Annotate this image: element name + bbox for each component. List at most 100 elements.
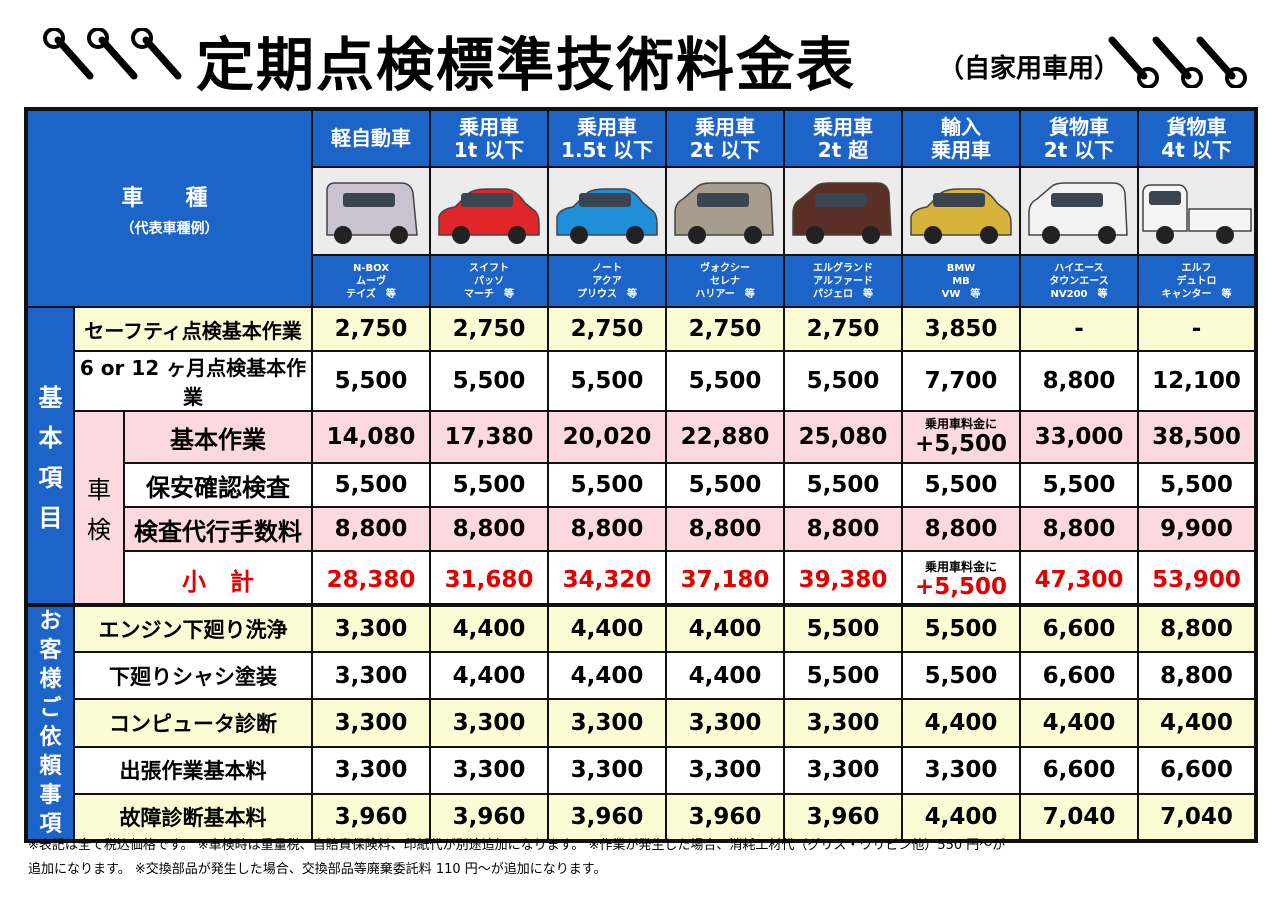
subtotal-note-cell: 乗用車料金に +5,500 [901,550,1022,610]
row-label: コンピュータ診断 [73,698,313,748]
price-cell: 3,300 [429,745,549,795]
car-image [547,166,668,256]
price-cell: 8,800 [429,506,550,552]
price-cell: 8,800 [311,506,432,552]
model-examples: N-BOX ムーヴ テイズ 等 [311,254,432,308]
table-row: 検査代行手数料 8,800 8,800 8,800 8,800 8,800 8,… [26,506,1258,552]
row-label: 基本作業 [122,410,314,464]
table-row: 保安確認検査 5,500 5,500 5,500 5,500 5,500 5,5… [26,462,1258,508]
price-cell: 22,880 [665,410,786,464]
row-label: 検査代行手数料 [122,506,314,552]
price-cell: 5,500 [547,350,668,412]
car-image [665,166,786,256]
price-cell: 4,400 [665,603,785,654]
price-cell: 5,500 [665,462,786,508]
price-cell: 4,400 [547,651,667,701]
price-cell: 6,600 [1137,745,1257,795]
price-cell: 5,500 [901,462,1022,508]
price-cell: 8,800 [547,506,668,552]
col-header: 乗用車 1t 以下 [429,108,550,168]
title-bar: 定期点検標準技術料金表 （自家用車用） [0,0,1280,100]
price-cell: 3,300 [311,745,431,795]
price-cell: 3,960 [665,792,785,843]
price-cell: 3,300 [547,745,667,795]
row-label: 故障診断基本料 [73,792,313,843]
price-cell: 33,000 [1019,410,1140,464]
subtotal-row: 小 計 28,380 31,680 34,320 37,180 39,380 乗… [26,550,1258,610]
price-cell: 5,500 [311,350,432,412]
price-cell: 4,400 [429,603,549,654]
price-cell: 5,500 [1137,462,1258,508]
subtotal-label: 小 計 [122,550,314,610]
model-examples: エルフ デュトロ キャンター 等 [1137,254,1258,308]
price-cell: 6,600 [1019,651,1139,701]
price-cell: 6,600 [1019,745,1139,795]
price-cell: 17,380 [429,410,550,464]
model-examples-row: N-BOX ムーヴ テイズ 等 スイフト パッソ マーチ 等 ノート アクア プリウス 等 … [26,254,1258,308]
car-image-row [26,166,1258,256]
price-cell: 5,500 [901,603,1021,654]
price-cell: 3,300 [665,698,785,748]
price-cell: 8,800 [1137,603,1257,654]
row-label: 保安確認検査 [122,462,314,508]
price-note-cell: 乗用車料金に +5,500 [901,410,1022,464]
price-cell: 3,300 [783,745,903,795]
page-subtitle: （自家用車用） [938,54,1121,84]
price-cell: 4,400 [901,792,1021,843]
car-image [1019,166,1140,256]
price-cell: 8,800 [665,506,786,552]
price-cell: 7,040 [1137,792,1257,843]
price-cell: 7,700 [901,350,1022,412]
subtotal-cell: 28,380 [311,550,432,610]
price-cell: 7,040 [1019,792,1139,843]
row-label: 下廻りシャシ塗装 [73,651,313,701]
table-row: 6 or 12 ヶ月点検基本作業 5,500 5,500 5,500 5,500… [26,350,1258,412]
price-cell: 4,400 [1137,698,1257,748]
col-header: 乗用車 2t 以下 [665,108,786,168]
table-row: コンピュータ診断 3,300 3,300 3,300 3,300 3,300 4… [26,698,1257,748]
col-header: 乗用車 1.5t 以下 [547,108,668,168]
table-row: 下廻りシャシ塗装 3,300 4,400 4,400 4,400 5,500 5… [26,651,1257,701]
model-examples: BMW MB VW 等 [901,254,1022,308]
price-cell: 25,080 [783,410,904,464]
footnote-line: ※表記は全て税込価格です。 ※車検時は重量税、自賠責保険料、印紙代が別途追加にな… [28,838,1006,853]
footnote: ※表記は全て税込価格です。 ※車検時は重量税、自賠責保険料、印紙代が別途追加にな… [28,834,1258,882]
price-cell: 3,850 [901,306,1022,352]
shaken-side-label: 車検 [73,410,125,610]
price-cell: 14,080 [311,410,432,464]
price-cell: 4,400 [1019,698,1139,748]
model-examples: スイフト パッソ マーチ 等 [429,254,550,308]
price-cell: 3,960 [547,792,667,843]
row-label: 出張作業基本料 [73,745,313,795]
vehicle-type-label: 車 種 [121,185,218,211]
price-cell: 5,500 [311,462,432,508]
subtotal-cell: 53,900 [1137,550,1258,610]
subtotal-cell: 37,180 [665,550,786,610]
price-cell: 4,400 [547,603,667,654]
car-image [1137,166,1258,256]
price-cell: 4,400 [901,698,1021,748]
price-cell: 3,960 [311,792,431,843]
basic-price-table: 車 種 （代表車種例） 軽自動車 乗用車 1t 以下 乗用車 1.5t 以下 乗用車… [24,107,1259,611]
car-image [783,166,904,256]
price-cell: 8,800 [1137,651,1257,701]
model-examples: ノート アクア プリウス 等 [547,254,668,308]
car-image [429,166,550,256]
header-row: 車 種 （代表車種例） 軽自動車 乗用車 1t 以下 乗用車 1.5t 以下 乗用車… [24,108,1258,308]
price-cell: 5,500 [783,651,903,701]
price-cell: 4,400 [665,651,785,701]
price-cell: 8,800 [1019,350,1140,412]
price-cell: 2,750 [311,306,432,352]
price-cell: 3,300 [429,698,549,748]
price-cell: 3,300 [783,698,903,748]
price-cell: 5,500 [429,350,550,412]
car-image [901,166,1022,256]
row-label: 6 or 12 ヶ月点検基本作業 [72,350,314,412]
wrench-icon [1100,28,1250,88]
price-cell: 5,500 [783,350,904,412]
price-cell: 5,500 [665,350,786,412]
price-cell: 5,500 [547,462,668,508]
price-cell: 3,960 [429,792,549,843]
price-cell: 3,300 [665,745,785,795]
subtotal-cell: 31,680 [429,550,550,610]
